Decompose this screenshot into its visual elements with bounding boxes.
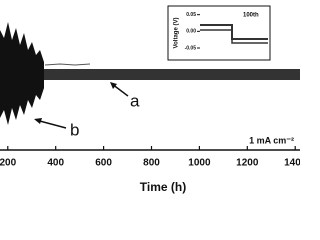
- x-tick-label: 400: [47, 158, 64, 169]
- inset-y-tick-label: 0.00: [186, 29, 196, 35]
- arrow-head: [34, 118, 42, 124]
- x-tick-label: 800: [143, 158, 160, 169]
- arrow: [35, 119, 67, 129]
- trace-band: [0, 69, 300, 80]
- x-tick-label: 1000: [188, 158, 211, 169]
- x-tick-label: 1200: [236, 158, 259, 169]
- trace-noise: [0, 22, 44, 125]
- arrow-head: [110, 82, 117, 89]
- x-axis-label: Time (h): [140, 180, 186, 194]
- inset-label: 100th: [243, 13, 259, 19]
- inset-frame: [167, 5, 271, 61]
- chart: b a 1 mA cm⁻² 100th Voltage (V) Time (h)…: [0, 5, 300, 194]
- annotation: a: [130, 91, 140, 110]
- inset-y-tick-label: -0.05: [185, 45, 197, 51]
- trace-edge: [44, 63, 91, 66]
- x-tick-label: 200: [0, 158, 17, 169]
- annotation: 1 mA cm⁻²: [249, 135, 294, 145]
- page: b a 1 mA cm⁻² 100th Voltage (V) Time (h)…: [0, 5, 300, 195]
- inset-y-label: Voltage (V): [174, 18, 180, 49]
- inset-y-tick-label: 0.05: [186, 12, 196, 18]
- x-tick-label: 600: [95, 158, 112, 169]
- annotation: b: [70, 120, 79, 139]
- inset-trace: [200, 29, 268, 44]
